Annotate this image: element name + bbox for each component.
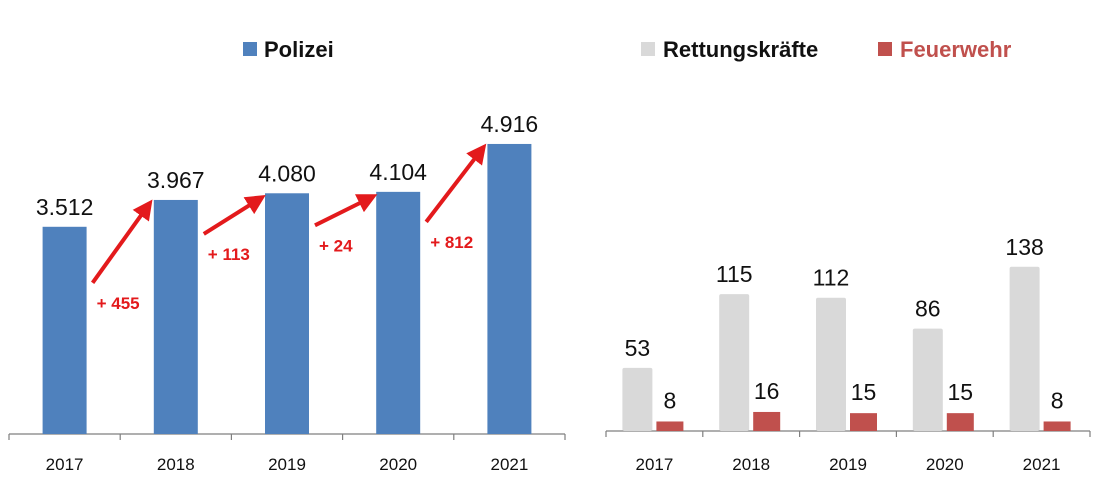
x-tick-label-right: 2018 xyxy=(732,455,770,474)
bar-rettungskraefte xyxy=(816,297,846,431)
delta-arrow xyxy=(424,143,487,224)
bar-feuerwehr xyxy=(1043,421,1071,431)
legend-swatch-rettungskraefte xyxy=(641,42,655,56)
x-tick-label-left: 2019 xyxy=(268,455,306,474)
legend-label-polizei: Polizei xyxy=(264,37,334,62)
legend-label-rettungskraefte: Rettungskräfte xyxy=(663,37,818,62)
data-label-feuerwehr: 15 xyxy=(851,379,877,405)
x-tick-label-right: 2019 xyxy=(829,455,867,474)
bar-polizei xyxy=(153,199,198,434)
x-tick-label-left: 2020 xyxy=(379,455,417,474)
bar-rettungskraefte xyxy=(912,328,943,431)
x-tick-label-right: 2017 xyxy=(635,455,673,474)
bar-rettungskraefte xyxy=(622,367,653,431)
bar-rettungskraefte xyxy=(719,294,750,431)
bar-feuerwehr xyxy=(850,413,877,431)
bar-feuerwehr xyxy=(946,413,974,431)
x-tick-label-left: 2018 xyxy=(157,455,195,474)
delta-arrow xyxy=(202,195,266,236)
bar-polizei xyxy=(487,143,532,434)
data-label-rettungskraefte: 86 xyxy=(915,296,941,322)
bar-rettungskraefte xyxy=(1009,266,1040,431)
data-label-feuerwehr: 16 xyxy=(754,378,780,404)
data-label-polizei: 3.512 xyxy=(36,194,94,220)
legend-swatch-polizei xyxy=(243,42,257,56)
legend-right: Rettungskräfte Feuerwehr xyxy=(641,37,1012,62)
polizei-chart: 3.512 2017 3.967 2018 4.080 2019 4.104 2020 4.91… xyxy=(8,111,566,474)
bar-polizei xyxy=(265,193,309,434)
delta-label: + 812 xyxy=(430,233,473,252)
delta-label: + 24 xyxy=(319,236,353,255)
data-label-feuerwehr: 8 xyxy=(1051,387,1064,413)
legend-label-feuerwehr: Feuerwehr xyxy=(900,37,1012,62)
delta-arrow xyxy=(90,199,153,284)
data-label-polizei: 4.916 xyxy=(481,111,539,137)
delta-arrow xyxy=(314,194,378,228)
data-label-polizei: 4.104 xyxy=(369,159,427,185)
bar-feuerwehr xyxy=(656,421,684,431)
x-tick-label-right: 2020 xyxy=(926,455,964,474)
rettung-feuerwehr-chart: 53 8 2017 115 16 2018 112 15 2019 86 15 2020 138 8 202… xyxy=(605,234,1091,474)
data-label-rettungskraefte: 138 xyxy=(1005,234,1043,260)
data-label-feuerwehr: 8 xyxy=(664,387,677,413)
delta-label: + 455 xyxy=(97,294,140,313)
data-label-polizei: 4.080 xyxy=(258,160,316,186)
data-label-feuerwehr: 15 xyxy=(948,379,974,405)
legend-swatch-feuerwehr xyxy=(878,42,892,56)
bar-polizei xyxy=(42,226,87,434)
bar-feuerwehr xyxy=(753,411,781,431)
data-label-polizei: 3.967 xyxy=(147,167,205,193)
data-label-rettungskraefte: 112 xyxy=(813,265,850,291)
bar-polizei xyxy=(376,191,421,434)
legend-left: Polizei xyxy=(243,37,334,62)
x-tick-label-left: 2021 xyxy=(490,455,528,474)
x-tick-label-right: 2021 xyxy=(1023,455,1061,474)
x-tick-label-left: 2017 xyxy=(46,455,84,474)
data-label-rettungskraefte: 53 xyxy=(625,335,651,361)
delta-label: + 113 xyxy=(208,245,250,264)
data-label-rettungskraefte: 115 xyxy=(716,261,753,287)
